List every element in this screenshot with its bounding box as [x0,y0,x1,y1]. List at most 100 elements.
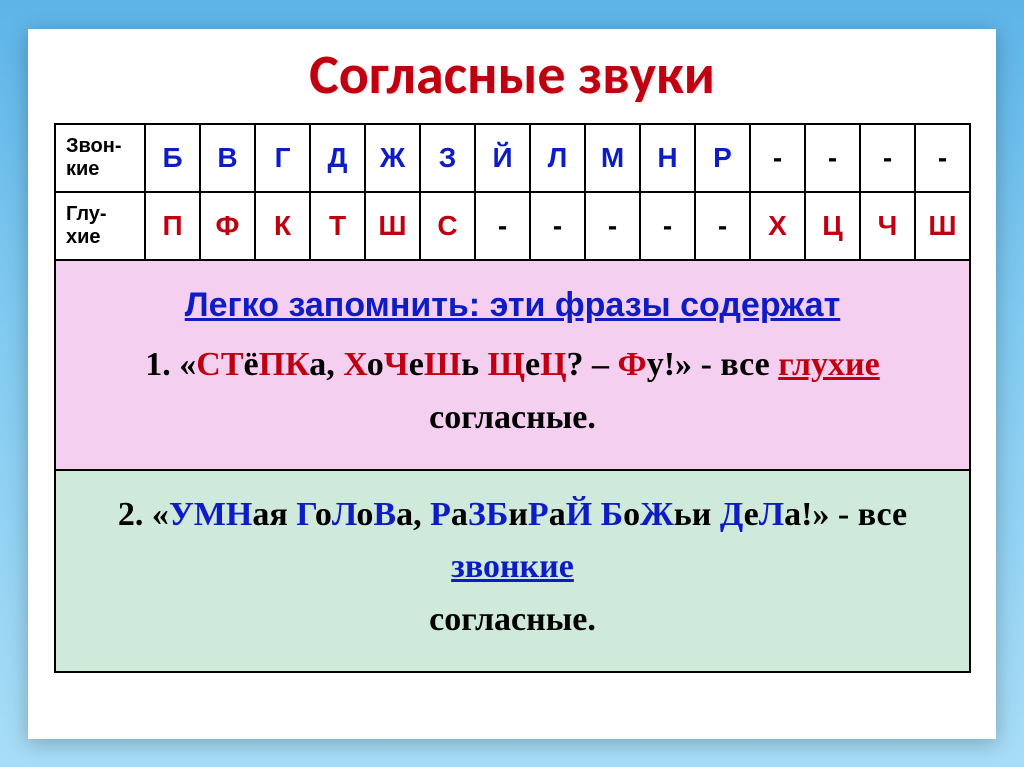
letter-cell: П [145,192,200,260]
m2-s3 [592,496,601,533]
m1-s3: – [584,346,618,383]
m2-w4d: ьи [674,496,712,533]
letter-cell: Х [750,192,805,260]
m1-w4a: Ф [618,346,647,383]
m2-tpost: согласные. [429,601,596,638]
m2-w3a: Р [430,496,451,533]
letter-cell: К [255,192,310,260]
m1-w2e: Ш [424,346,461,383]
row-label-voiceless: Глу-хие [55,192,145,260]
letter-cell: В [200,124,255,192]
m1-w3c: Ц [540,346,566,383]
m2-w3e: Р [528,496,549,533]
m1-w1d: а [309,346,326,383]
m2-w5d: а [784,496,801,533]
letter-cell: - [860,124,915,192]
letter-cell: Р [695,124,750,192]
m2-prefix: 2. « [118,496,169,533]
letter-cell: Н [640,124,695,192]
m2-w3d: и [508,496,528,533]
letter-cell: Л [530,124,585,192]
m1-tpost: согласные. [429,399,596,436]
m1-w4c: !» [664,346,692,383]
m2-w3f: а [549,496,566,533]
consonant-table: Звон-кие Б В Г Д Ж З Й Л М Н Р - - - - Г… [54,123,971,673]
m2-w1a: УМН [169,496,253,533]
m1-w1b: ё [244,346,259,383]
mnemonic-cell-voiceless: Легко запомнить: эти фразы содержат 1. «… [55,260,970,470]
m2-s1 [288,496,297,533]
slide-title: Согласные звуки [54,41,970,109]
letter-cell: - [640,192,695,260]
mnemonic-cell-voiced: 2. «УМНая ГоЛоВа, РаЗБиРаЙ БоЖьи ДеЛа!» … [55,470,970,672]
m2-w2b: о [315,496,332,533]
letter-cell: Ф [200,192,255,260]
m2-w3b: а [451,496,468,533]
m1-w3d: ? [567,346,584,383]
letter-cell: - [695,192,750,260]
m2-w2f: а [396,496,413,533]
letter-cell: Ш [365,192,420,260]
letter-cell: Б [145,124,200,192]
letter-cell: Г [255,124,310,192]
m2-w5c: Л [759,496,784,533]
letter-cell: - [475,192,530,260]
m2-w1b: ая [252,496,287,533]
m2-w2d: о [356,496,373,533]
m2-s2: , [413,496,430,533]
m2-s4 [711,496,720,533]
m2-w5e: !» [801,496,829,533]
m1-w1a: СТ [196,346,243,383]
m1-w2a: Х [343,346,367,383]
letter-cell: С [420,192,475,260]
m1-s1: , [326,346,343,383]
m2-w2a: Г [296,496,315,533]
letter-cell: Й [475,124,530,192]
letter-cell: - [805,124,860,192]
m2-w5b: е [744,496,759,533]
letter-cell: Д [310,124,365,192]
letter-cell: - [585,192,640,260]
letter-cell: Ш [915,192,970,260]
m2-w5a: Д [720,496,744,533]
letter-cell: - [750,124,805,192]
m1-w3b: е [525,346,540,383]
hint-title: Легко запомнить: эти фразы содержат [64,279,961,332]
m1-w2f: ь [461,346,479,383]
mnemo1-text: 1. «СТёПКа, ХоЧеШь ЩеЦ? – Фу!» - все глу… [145,346,879,436]
m2-w4c: Ж [640,496,674,533]
letter-cell: Т [310,192,365,260]
letter-cell: Ж [365,124,420,192]
m2-key: звонкие [451,548,574,585]
letter-cell: Ч [860,192,915,260]
m1-w3a: Щ [488,346,525,383]
letter-cell: - [530,192,585,260]
letter-cell: З [420,124,475,192]
m2-w2e: В [373,496,396,533]
letter-cell: Ц [805,192,860,260]
m2-w4b: о [623,496,640,533]
m1-s2 [479,346,488,383]
table-row-voiceless: Глу-хие П Ф К Т Ш С - - - - - Х Ц Ч Ш [55,192,970,260]
m2-w3g: Й [566,496,592,533]
m2-w4a: Б [601,496,623,533]
m1-prefix: 1. « [145,346,196,383]
letter-cell: - [915,124,970,192]
m1-w1c: ПК [259,346,310,383]
m2-tp: - все [829,496,907,533]
m1-key: глухие [778,346,879,383]
m1-tp: - все [692,346,778,383]
row-label-voiced: Звон-кие [55,124,145,192]
m1-w2d: е [409,346,424,383]
table-row-voiced: Звон-кие Б В Г Д Ж З Й Л М Н Р - - - - [55,124,970,192]
letter-cell: М [585,124,640,192]
mnemo2-text: 2. «УМНая ГоЛоВа, РаЗБиРаЙ БоЖьи ДеЛа!» … [118,496,907,638]
mnemonic-row-2: 2. «УМНая ГоЛоВа, РаЗБиРаЙ БоЖьи ДеЛа!» … [55,470,970,672]
m2-w3c: ЗБ [468,496,508,533]
mnemonic-row-1: Легко запомнить: эти фразы содержат 1. «… [55,260,970,470]
slide-card: Согласные звуки Звон-кие Б В Г Д Ж З Й Л… [28,29,996,739]
m1-w4b: у [647,346,664,383]
m2-w2c: Л [332,496,357,533]
m1-w2c: Ч [384,346,409,383]
m1-w2b: о [367,346,384,383]
